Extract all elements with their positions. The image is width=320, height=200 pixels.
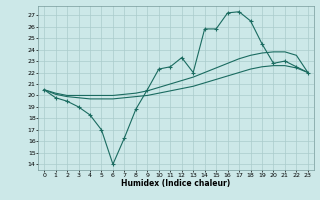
X-axis label: Humidex (Indice chaleur): Humidex (Indice chaleur) bbox=[121, 179, 231, 188]
